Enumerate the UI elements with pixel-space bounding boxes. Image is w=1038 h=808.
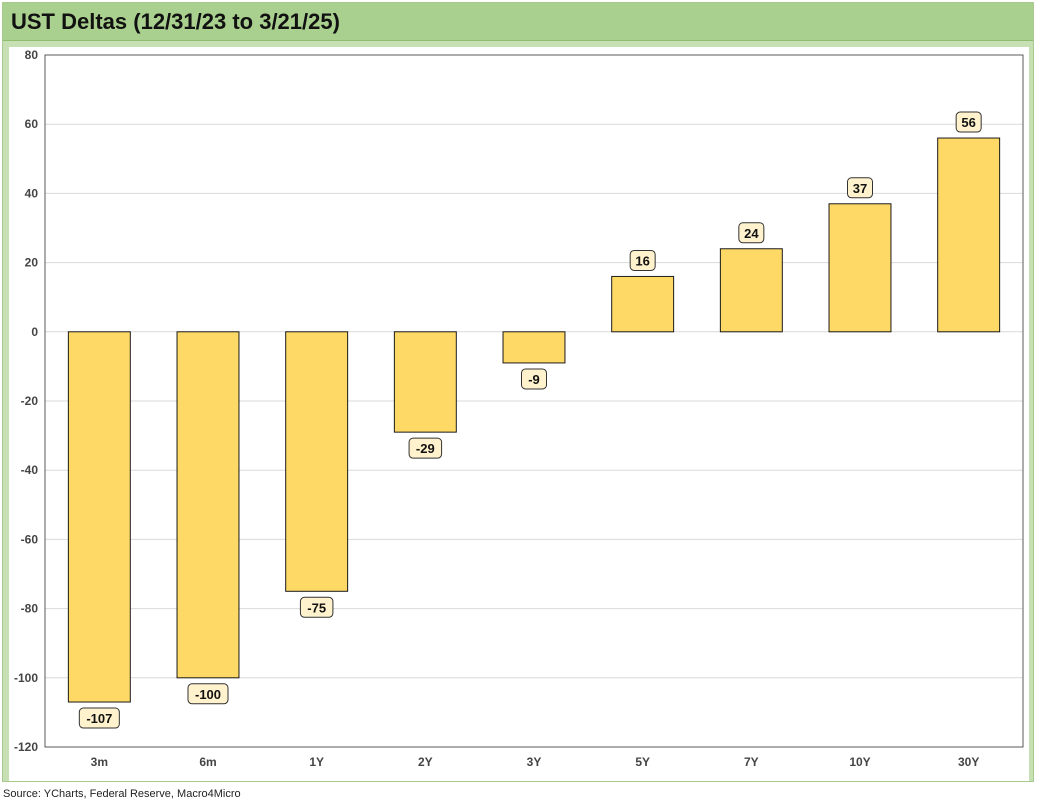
bar [937,137,1001,333]
plot-area: 80 60 40 20 0 -20 -40 -60 -80 -100 -120 -107 3m -100 6… [9,47,1029,781]
x-tick-label: 7Y [744,755,759,769]
data-label: 37 [847,177,873,199]
data-label-box [629,249,656,271]
data-label: -75 [299,596,334,618]
x-tick-label: 1Y [309,755,324,769]
data-label-text: 37 [853,181,867,196]
data-label-text: 24 [744,226,759,241]
data-label-box [738,222,765,244]
data-label-box [521,368,547,390]
title-bar: UST Deltas (12/31/23 to 3/21/25) [3,3,1033,41]
data-label-box [408,437,443,459]
x-tick-label: 10Y [849,755,870,769]
y-tick-label: -60 [21,532,39,546]
bar [611,275,675,333]
data-label: -100 [187,683,229,705]
x-tick-label: 2Y [418,755,433,769]
data-label-text: -100 [195,687,221,702]
y-tick-label: 40 [25,186,39,200]
data-label-text: -29 [416,441,435,456]
x-tick-label: 5Y [635,755,650,769]
data-label: -29 [408,437,443,459]
data-label: 56 [955,111,982,133]
bar [176,331,240,679]
bar-chart: 80 60 40 20 0 -20 -40 -60 -80 -100 -120 -107 3m -100 6… [14,48,1024,769]
bar [502,331,566,364]
data-label-text: -9 [528,372,540,387]
data-label-box [78,707,120,729]
data-label: -9 [521,368,547,390]
y-tick-label: 20 [25,256,39,270]
y-tick-label: -80 [21,602,39,616]
data-label-box [847,177,873,199]
bar [67,331,131,703]
source-note: Source: YCharts, Federal Reserve, Macro4… [3,788,241,800]
y-tick-label: 0 [31,325,38,339]
chart-title: UST Deltas (12/31/23 to 3/21/25) [11,9,340,34]
bar [393,331,457,433]
data-label-box [187,683,229,705]
y-tick-label: 60 [25,117,39,131]
y-tick-label: -120 [14,740,38,754]
x-tick-label: 30Y [958,755,979,769]
y-tick-label: -100 [14,671,38,685]
x-tick-label: 3Y [527,755,542,769]
data-label-text: 16 [635,253,649,268]
data-label: 24 [738,222,765,244]
data-label: -107 [78,707,120,729]
y-tick-label: -20 [21,394,39,408]
bar [719,248,783,333]
plot-border [44,54,1024,748]
bar [285,331,349,592]
data-label-text: -107 [86,711,112,726]
x-tick-label: 3m [91,755,108,769]
chart-frame: UST Deltas (12/31/23 to 3/21/25) 80 60 40 2… [2,2,1034,782]
data-label: 16 [629,249,656,271]
data-label-text: -75 [307,600,326,615]
y-tick-label: 80 [25,48,39,62]
data-label-box [299,596,334,618]
data-label-text: 56 [961,115,975,130]
x-tick-label: 6m [199,755,216,769]
data-label-box [955,111,982,133]
bar [828,203,892,333]
y-tick-label: -40 [21,463,39,477]
